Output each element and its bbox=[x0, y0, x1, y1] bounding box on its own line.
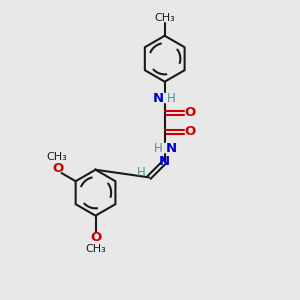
Text: N: N bbox=[153, 92, 164, 105]
Text: N: N bbox=[166, 142, 177, 155]
Text: O: O bbox=[184, 106, 195, 119]
Text: CH₃: CH₃ bbox=[85, 244, 106, 254]
Text: CH₃: CH₃ bbox=[46, 152, 67, 162]
Text: H: H bbox=[167, 92, 176, 105]
Text: H: H bbox=[136, 166, 145, 178]
Text: O: O bbox=[184, 125, 195, 138]
Text: O: O bbox=[52, 162, 64, 175]
Text: H: H bbox=[154, 142, 163, 155]
Text: CH₃: CH₃ bbox=[154, 13, 175, 22]
Text: O: O bbox=[90, 231, 101, 244]
Text: N: N bbox=[159, 155, 170, 168]
